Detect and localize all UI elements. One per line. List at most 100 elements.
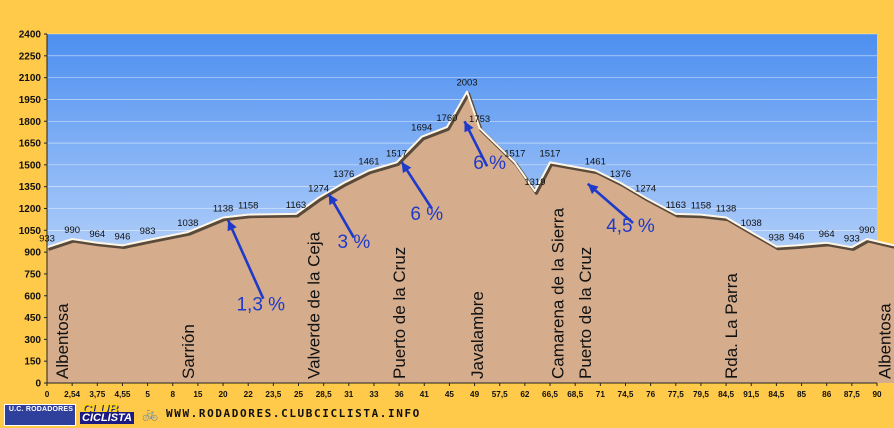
- gradient-label: 6 %: [473, 153, 506, 174]
- x-tick-label: 23,5: [265, 390, 281, 399]
- x-tick-label: 66,5: [542, 390, 558, 399]
- elevation-label: 1158: [691, 201, 711, 212]
- x-tick-label: 8: [170, 390, 175, 399]
- gradient-label: 6 %: [410, 204, 443, 225]
- y-tick-label: 450: [24, 313, 41, 324]
- x-tick-label: 3,75: [89, 390, 105, 399]
- place-label: Camarena de la Sierra: [549, 207, 568, 379]
- elevation-label: 1319: [524, 177, 545, 188]
- elevation-label: 1274: [635, 184, 656, 195]
- elevation-label: 1694: [411, 123, 432, 134]
- place-label: Sarrión: [179, 324, 198, 379]
- elevation-label: 983: [140, 226, 156, 237]
- x-tick-label: 62: [520, 390, 530, 399]
- elevation-label: 1138: [213, 204, 233, 215]
- elevation-label: 1138: [716, 204, 736, 215]
- cyclist-icon: 🚲: [142, 406, 159, 421]
- x-tick-label: 68,5: [567, 390, 583, 399]
- x-tick-label: 36: [395, 390, 405, 399]
- gradient-label: 1,3 %: [236, 294, 285, 315]
- elevation-label: 964: [89, 229, 105, 240]
- place-label: Valverde de la Ceja: [305, 231, 324, 379]
- x-tick-label: 22: [244, 390, 254, 399]
- x-tick-label: 4,55: [114, 390, 130, 399]
- x-tick-label: 84,5: [718, 390, 734, 399]
- x-tick-label: 15: [193, 390, 203, 399]
- elevation-label: 1461: [585, 157, 606, 168]
- y-tick-label: 2400: [19, 30, 42, 41]
- x-tick-label: 76: [646, 390, 656, 399]
- elevation-label: 1517: [539, 148, 560, 159]
- elevation-label: 990: [64, 225, 80, 236]
- gradient-arrow: [226, 219, 265, 300]
- x-tick-label: 90: [872, 390, 882, 399]
- elevation-label: 1038: [741, 218, 762, 229]
- x-tick-label: 79,5: [693, 390, 709, 399]
- logo-top-text: U.C. RODADORES: [8, 406, 74, 413]
- elevation-label: 946: [115, 231, 131, 242]
- y-tick-label: 600: [24, 291, 41, 302]
- elevation-label: 1461: [358, 157, 379, 168]
- y-tick-label: 1500: [19, 160, 42, 171]
- elevation-label: 1274: [308, 184, 329, 195]
- elevation-label: 1753: [469, 114, 490, 125]
- elevation-label: 933: [39, 233, 55, 244]
- gradient-arrow-head: [587, 183, 599, 195]
- logo-ciclista-text: CICLISTA: [80, 412, 134, 424]
- elevation-label: 938: [768, 233, 784, 244]
- x-tick-label: 41: [420, 390, 430, 399]
- x-tick-label: 91,5: [743, 390, 759, 399]
- elevation-label: 1760: [436, 113, 457, 124]
- y-tick-label: 1800: [19, 117, 42, 128]
- x-tick-label: 49: [470, 390, 480, 399]
- gradient-arrow-head: [328, 194, 338, 206]
- elevation-label: 1163: [666, 200, 686, 211]
- place-label: Rda. La Parra: [722, 273, 741, 379]
- elevation-label: 990: [859, 225, 875, 236]
- y-tick-label: 1650: [19, 139, 42, 150]
- x-tick-label: 2,54: [64, 390, 80, 399]
- elevation-label: 1038: [177, 218, 198, 229]
- x-axis-ticks: 0 2,54 3,75 4,55 5 8 15 20 22 23,5 25 28,5 31 33 36 41 4…: [45, 383, 882, 399]
- x-tick-label: 28,5: [316, 390, 332, 399]
- y-axis-ticks: 0 150 300 450 600 750 900 1050 1200 1350 1500 1650 1…: [19, 30, 47, 390]
- elevation-label: 1517: [386, 148, 407, 159]
- x-tick-label: 20: [219, 390, 229, 399]
- x-tick-label: 5: [145, 390, 150, 399]
- x-tick-label: 85: [797, 390, 807, 399]
- club-logo: U.C. RODADORES CLUB CICLISTA 🚲: [4, 401, 160, 426]
- elevation-label: 1163: [286, 200, 306, 211]
- elevation-label: 1376: [333, 169, 354, 180]
- elevation-label: 2003: [456, 78, 477, 89]
- elevation-label: 1517: [504, 148, 525, 159]
- footer-bar: [0, 402, 894, 428]
- place-label: Albentosa: [53, 303, 72, 379]
- elevation-area-fill: [47, 91, 894, 383]
- x-tick-label: 84,5: [768, 390, 784, 399]
- y-tick-label: 1200: [19, 204, 42, 215]
- x-tick-label: 86: [822, 390, 832, 399]
- y-tick-label: 750: [24, 269, 41, 280]
- elevation-profile-line: [46, 90, 894, 249]
- website-url: WWW.RODADORES.CLUBCICLISTA.INFO: [166, 407, 421, 420]
- gradient-arrow-head: [464, 121, 474, 133]
- x-tick-label: 87,5: [844, 390, 860, 399]
- y-tick-label: 1950: [19, 95, 42, 106]
- place-label: Puerto de la Cruz: [576, 247, 595, 379]
- y-tick-label: 2100: [19, 73, 42, 84]
- gradient-label: 4,5 %: [606, 216, 655, 237]
- elevation-label: 1158: [238, 201, 258, 212]
- place-label: Albentosa: [876, 303, 894, 379]
- gradient-annotations: 1,3 % 3 % 6 % 6 % 4,5 %: [226, 120, 655, 315]
- x-tick-label: 0: [45, 390, 50, 399]
- x-tick-label: 77,5: [668, 390, 684, 399]
- x-tick-label: 45: [445, 390, 455, 399]
- place-label: Javalambre: [468, 291, 487, 379]
- elevation-label: 933: [844, 233, 860, 244]
- y-tick-label: 300: [24, 335, 41, 346]
- y-tick-label: 2250: [19, 51, 42, 62]
- elevation-label: 1376: [610, 169, 631, 180]
- logo-badge: U.C. RODADORES: [4, 404, 76, 426]
